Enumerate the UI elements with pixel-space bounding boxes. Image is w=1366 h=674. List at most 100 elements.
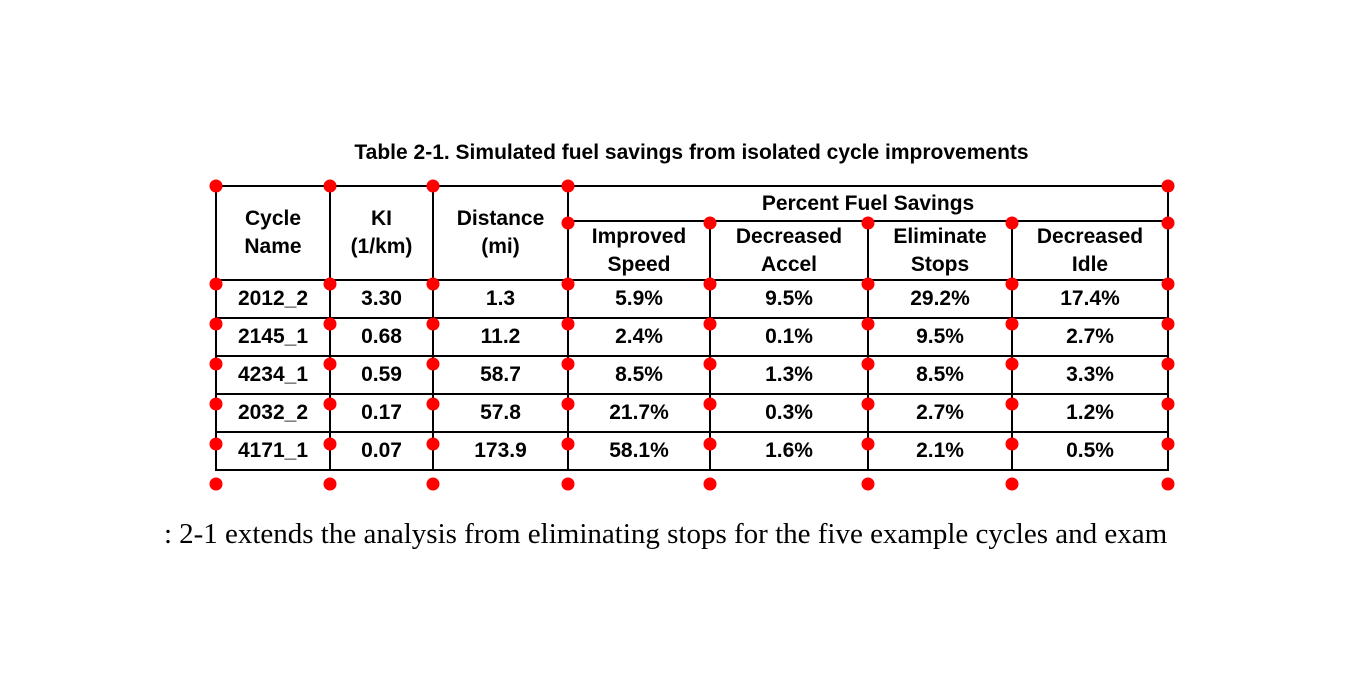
- table-cell: 4234_1: [215, 355, 331, 395]
- table-cell: 4171_1: [215, 431, 331, 471]
- grid-marker-dot[interactable]: [209, 317, 223, 331]
- grid-marker-dot[interactable]: [861, 477, 875, 491]
- table-cell: 0.17: [329, 393, 434, 433]
- grid-marker-dot[interactable]: [1005, 216, 1019, 230]
- grid-marker-dot[interactable]: [703, 277, 717, 291]
- table-header-row-sub: Improved Speed Decreased Accel Eliminate…: [216, 220, 1170, 281]
- table-cell: 9.5%: [867, 317, 1013, 357]
- table-row: 2012_2 3.30 1.3 5.9% 9.5% 29.2% 17.4%: [215, 279, 1170, 319]
- table-cell: 2.7%: [867, 393, 1013, 433]
- grid-marker-dot[interactable]: [561, 277, 575, 291]
- grid-marker-dot[interactable]: [1161, 397, 1175, 411]
- table-cell: 2145_1: [215, 317, 331, 357]
- col-header-eliminate-stops: Eliminate Stops: [867, 220, 1013, 281]
- table-cell: 3.3%: [1010, 355, 1170, 395]
- body-text-line: :2-1 extends the analysis from eliminati…: [164, 518, 1167, 550]
- table-cell: 1.3: [432, 279, 569, 319]
- fuel-savings-table: Cycle Name KI (1/km) Distance (mi) Perce…: [215, 185, 1170, 471]
- grid-marker-dot[interactable]: [1005, 437, 1019, 451]
- grid-marker-dot[interactable]: [323, 317, 337, 331]
- table-cell: 173.9: [432, 431, 569, 471]
- table-cell: 1.3%: [709, 355, 869, 395]
- grid-marker-dot[interactable]: [561, 397, 575, 411]
- grid-marker-dot[interactable]: [703, 317, 717, 331]
- table-cell: 1.6%: [709, 431, 869, 471]
- grid-marker-dot[interactable]: [209, 277, 223, 291]
- grid-marker-dot[interactable]: [861, 317, 875, 331]
- grid-marker-dot[interactable]: [209, 357, 223, 371]
- grid-marker-dot[interactable]: [209, 437, 223, 451]
- table-row: 2145_1 0.68 11.2 2.4% 0.1% 9.5% 2.7%: [215, 317, 1170, 357]
- col-header-ki: KI (1/km): [329, 185, 434, 281]
- grid-marker-dot[interactable]: [861, 216, 875, 230]
- grid-marker-dot[interactable]: [561, 477, 575, 491]
- grid-marker-dot[interactable]: [561, 216, 575, 230]
- grid-marker-dot[interactable]: [703, 437, 717, 451]
- grid-marker-dot[interactable]: [703, 477, 717, 491]
- grid-marker-dot[interactable]: [703, 397, 717, 411]
- grid-marker-dot[interactable]: [561, 179, 575, 193]
- table-cell: 0.68: [329, 317, 434, 357]
- table-header-row-group: Cycle Name KI (1/km) Distance (mi) Perce…: [215, 185, 1170, 281]
- grid-marker-dot[interactable]: [426, 179, 440, 193]
- grid-marker-dot[interactable]: [209, 397, 223, 411]
- table-cell: 8.5%: [567, 355, 711, 395]
- table-cell: 8.5%: [867, 355, 1013, 395]
- grid-marker-dot[interactable]: [323, 437, 337, 451]
- table-cell: 9.5%: [709, 279, 869, 319]
- grid-marker-dot[interactable]: [1005, 317, 1019, 331]
- grid-marker-dot[interactable]: [426, 317, 440, 331]
- table-body: 2012_2 3.30 1.3 5.9% 9.5% 29.2% 17.4% 2145_1 0.6…: [215, 279, 1170, 471]
- grid-marker-dot[interactable]: [703, 357, 717, 371]
- grid-marker-dot[interactable]: [1161, 437, 1175, 451]
- grid-marker-dot[interactable]: [426, 437, 440, 451]
- grid-marker-dot[interactable]: [323, 277, 337, 291]
- grid-marker-dot[interactable]: [561, 317, 575, 331]
- grid-marker-dot[interactable]: [703, 216, 717, 230]
- table-cell: 21.7%: [567, 393, 711, 433]
- grid-marker-dot[interactable]: [323, 397, 337, 411]
- grid-marker-dot[interactable]: [1161, 216, 1175, 230]
- grid-marker-dot[interactable]: [1005, 477, 1019, 491]
- table-cell: 2.4%: [567, 317, 711, 357]
- table-row: 2032_2 0.17 57.8 21.7% 0.3% 2.7% 1.2%: [215, 393, 1170, 433]
- grid-marker-dot[interactable]: [323, 179, 337, 193]
- table-cell: 1.2%: [1010, 393, 1170, 433]
- grid-marker-dot[interactable]: [1161, 277, 1175, 291]
- grid-marker-dot[interactable]: [323, 357, 337, 371]
- grid-marker-dot[interactable]: [1161, 317, 1175, 331]
- grid-marker-dot[interactable]: [1161, 179, 1175, 193]
- col-header-decreased-accel: Decreased Accel: [709, 220, 869, 281]
- grid-marker-dot[interactable]: [1005, 357, 1019, 371]
- table-cell: 29.2%: [867, 279, 1013, 319]
- grid-marker-dot[interactable]: [1005, 277, 1019, 291]
- grid-marker-dot[interactable]: [1161, 357, 1175, 371]
- clipped-text-fragment: :: [164, 518, 173, 550]
- table-cell: 2.7%: [1010, 317, 1170, 357]
- grid-marker-dot[interactable]: [426, 357, 440, 371]
- col-header-improved-speed: Improved Speed: [567, 220, 711, 281]
- grid-marker-dot[interactable]: [861, 357, 875, 371]
- grid-marker-dot[interactable]: [426, 397, 440, 411]
- body-text: 2-1 extends the analysis from eliminatin…: [179, 518, 1168, 550]
- grid-marker-dot[interactable]: [323, 477, 337, 491]
- grid-marker-dot[interactable]: [1161, 477, 1175, 491]
- grid-marker-dot[interactable]: [1005, 397, 1019, 411]
- grid-marker-dot[interactable]: [861, 437, 875, 451]
- table-cell: 0.07: [329, 431, 434, 471]
- table-cell: 0.5%: [1010, 431, 1170, 471]
- grid-marker-dot[interactable]: [561, 437, 575, 451]
- grid-marker-dot[interactable]: [426, 277, 440, 291]
- grid-marker-dot[interactable]: [209, 179, 223, 193]
- table-cell: 0.59: [329, 355, 434, 395]
- grid-marker-dot[interactable]: [561, 357, 575, 371]
- grid-marker-dot[interactable]: [209, 477, 223, 491]
- table-cell: 17.4%: [1010, 279, 1170, 319]
- table-cell: 2032_2: [215, 393, 331, 433]
- grid-marker-dot[interactable]: [426, 477, 440, 491]
- grid-marker-dot[interactable]: [861, 277, 875, 291]
- table-cell: 0.3%: [709, 393, 869, 433]
- grid-marker-dot[interactable]: [861, 397, 875, 411]
